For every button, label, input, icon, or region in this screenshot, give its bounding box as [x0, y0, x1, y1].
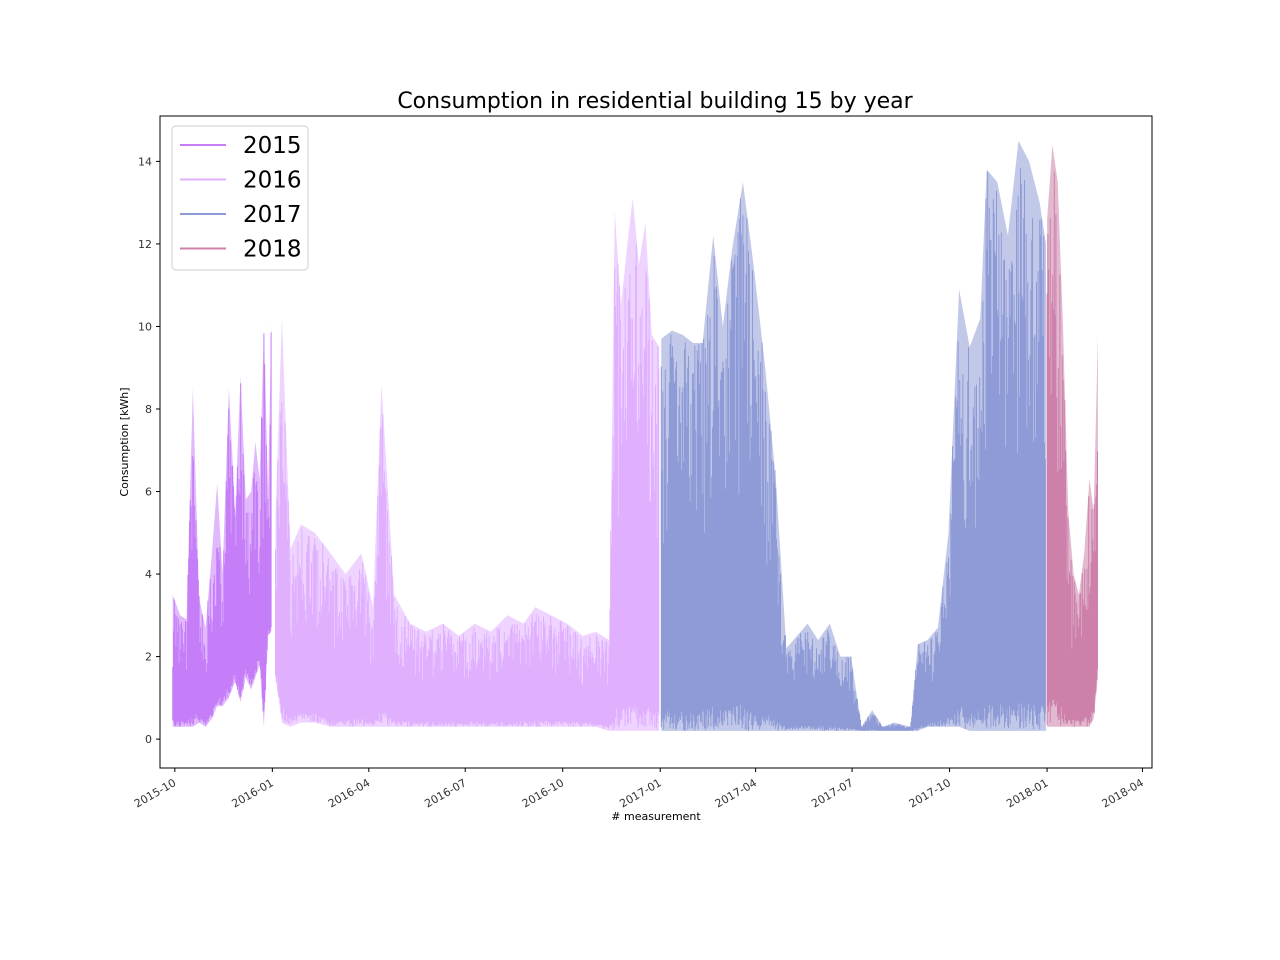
y-tick-label: 4 — [145, 568, 152, 581]
series-2018 — [1046, 144, 1098, 727]
y-tick-label: 6 — [145, 486, 152, 499]
y-tick-label: 14 — [138, 155, 152, 168]
series-2016 — [275, 198, 660, 731]
x-axis-label: # measurement — [611, 810, 701, 823]
y-tick-label: 2 — [145, 651, 152, 664]
series-layer — [172, 140, 1098, 731]
series-2016-line — [275, 244, 660, 730]
plot-frame — [159, 115, 1153, 769]
series-2017 — [660, 140, 1046, 731]
legend-label-2016: 2016 — [243, 168, 302, 194]
series-2018-line — [1046, 172, 1098, 727]
series-2015 — [172, 322, 272, 727]
y-axis: 0 2 4 6 8 10 12 14 — [138, 155, 160, 746]
legend-frame — [171, 125, 309, 271]
y-tick-label: 10 — [138, 320, 152, 333]
y-tick-label: 0 — [145, 733, 152, 746]
series-2017-line — [660, 168, 1046, 731]
y-tick-label: 8 — [145, 403, 152, 416]
y-axis-label: Consumption [kWh] — [118, 387, 131, 496]
legend: 2015 2016 2017 2018 — [171, 125, 309, 271]
legend-label-2015: 2015 — [243, 133, 302, 159]
series-2015-line — [172, 332, 272, 727]
legend-label-2018: 2018 — [243, 237, 302, 263]
chart-title: Consumption in residential building 15 b… — [397, 89, 913, 114]
legend-label-2017: 2017 — [243, 202, 302, 228]
y-tick-label: 12 — [138, 238, 152, 251]
